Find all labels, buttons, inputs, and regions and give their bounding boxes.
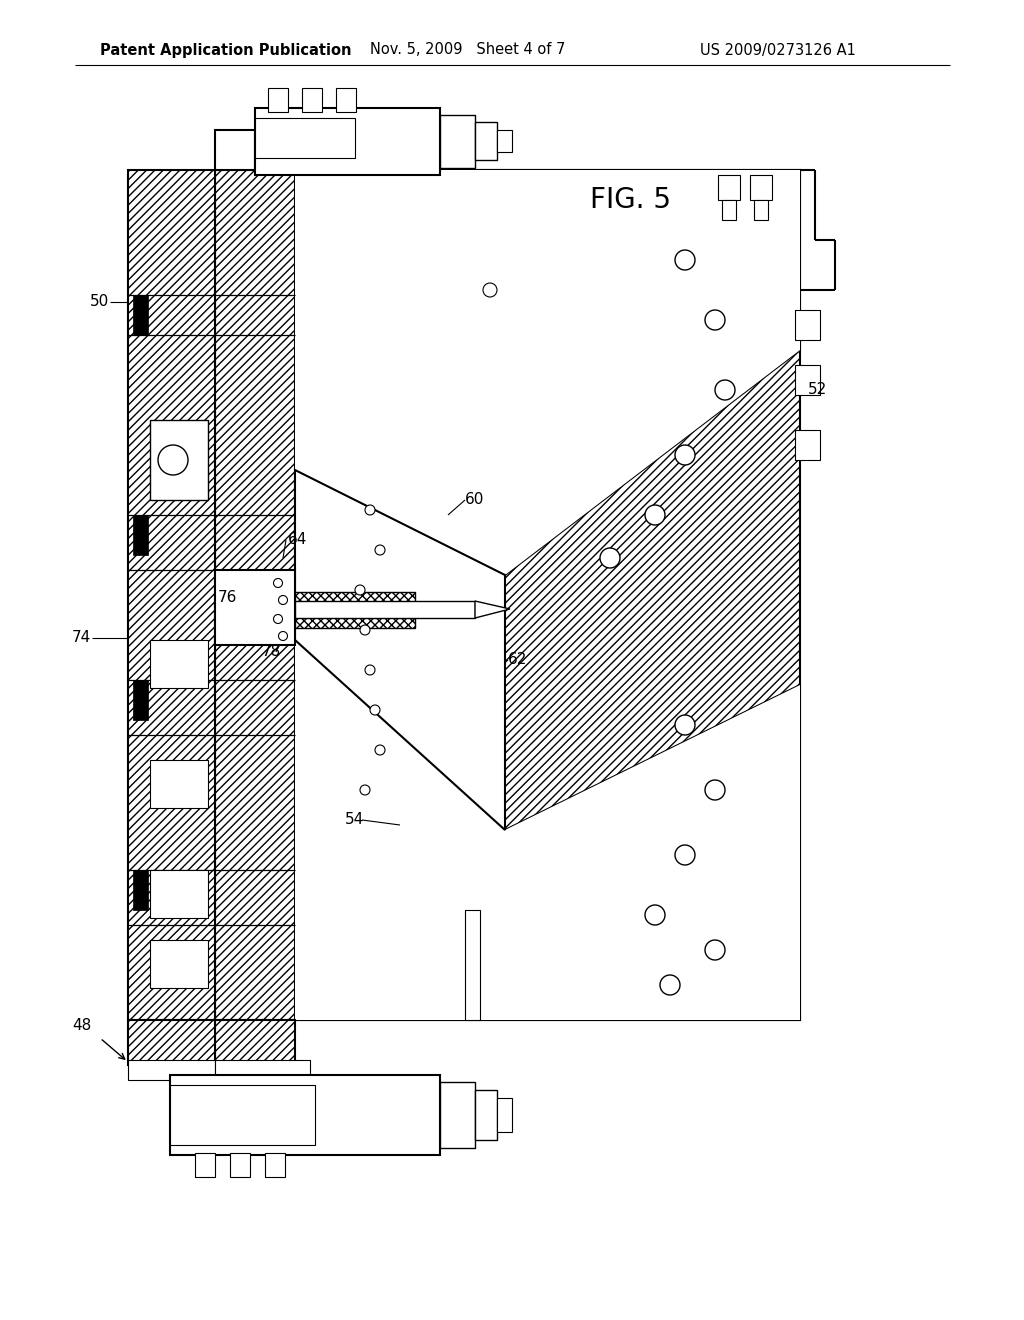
Bar (475, 121, 497, 160)
Text: US 2009/0273126 A1: US 2009/0273126 A1 (700, 42, 856, 58)
Circle shape (365, 506, 375, 515)
Polygon shape (295, 170, 800, 576)
Circle shape (360, 624, 370, 635)
Circle shape (645, 906, 665, 925)
Bar (795, 310, 820, 341)
Polygon shape (475, 601, 510, 618)
Circle shape (365, 665, 375, 675)
Text: 76: 76 (218, 590, 238, 606)
Bar (295, 601, 475, 618)
Bar (128, 1020, 215, 1065)
Bar (255, 117, 355, 158)
Bar (128, 1060, 215, 1080)
Text: 54: 54 (345, 813, 365, 828)
Bar (754, 201, 768, 220)
Bar (150, 640, 208, 688)
Text: 74: 74 (72, 631, 91, 645)
Bar (215, 129, 255, 170)
Bar (255, 108, 440, 176)
Bar (133, 680, 148, 719)
Text: Nov. 5, 2009   Sheet 4 of 7: Nov. 5, 2009 Sheet 4 of 7 (370, 42, 565, 58)
Bar (718, 176, 740, 201)
Bar (215, 170, 295, 1020)
Circle shape (715, 380, 735, 400)
Bar (795, 366, 820, 395)
Circle shape (675, 445, 695, 465)
Bar (265, 1152, 285, 1177)
Bar (128, 170, 215, 1020)
Text: Patent Application Publication: Patent Application Publication (100, 42, 351, 58)
Text: 78: 78 (262, 644, 282, 660)
Circle shape (483, 282, 497, 297)
Circle shape (705, 780, 725, 800)
Bar (465, 909, 480, 1020)
Circle shape (675, 249, 695, 271)
Bar (440, 115, 475, 168)
Circle shape (660, 975, 680, 995)
Text: 52: 52 (808, 383, 827, 397)
Circle shape (355, 585, 365, 595)
Text: 50: 50 (90, 294, 110, 309)
Circle shape (705, 940, 725, 960)
Bar (497, 1098, 512, 1133)
Circle shape (375, 744, 385, 755)
Circle shape (675, 715, 695, 735)
Circle shape (375, 545, 385, 554)
Circle shape (273, 615, 283, 623)
Bar (170, 1085, 315, 1144)
Bar (750, 176, 772, 201)
Circle shape (645, 506, 665, 525)
Bar (150, 940, 208, 987)
Circle shape (370, 705, 380, 715)
Circle shape (279, 631, 288, 640)
Bar (336, 88, 356, 112)
Bar (230, 1152, 250, 1177)
Text: 48: 48 (72, 1018, 91, 1032)
Bar (195, 1152, 215, 1177)
Circle shape (158, 445, 188, 475)
Bar (215, 1060, 310, 1080)
Circle shape (279, 595, 288, 605)
Text: 62: 62 (508, 652, 527, 668)
Bar (475, 1090, 497, 1140)
Polygon shape (295, 640, 800, 1020)
Circle shape (600, 548, 620, 568)
Bar (150, 870, 208, 917)
Bar (215, 570, 295, 645)
Text: 64: 64 (288, 532, 307, 548)
Bar (497, 129, 512, 152)
Bar (440, 1082, 475, 1148)
Circle shape (705, 310, 725, 330)
Bar (150, 420, 208, 500)
Bar (133, 515, 148, 554)
Polygon shape (295, 470, 505, 830)
Bar (302, 88, 322, 112)
Bar (295, 591, 415, 628)
Polygon shape (295, 170, 800, 1020)
Circle shape (360, 785, 370, 795)
Circle shape (273, 578, 283, 587)
Bar (268, 88, 288, 112)
Text: FIG. 5: FIG. 5 (590, 186, 671, 214)
Bar (722, 201, 736, 220)
Circle shape (675, 845, 695, 865)
Bar (170, 1074, 440, 1155)
Bar (133, 870, 148, 909)
Bar (150, 760, 208, 808)
Text: 60: 60 (465, 492, 484, 507)
Bar (215, 1020, 295, 1065)
Bar (795, 430, 820, 459)
Bar (133, 294, 148, 335)
